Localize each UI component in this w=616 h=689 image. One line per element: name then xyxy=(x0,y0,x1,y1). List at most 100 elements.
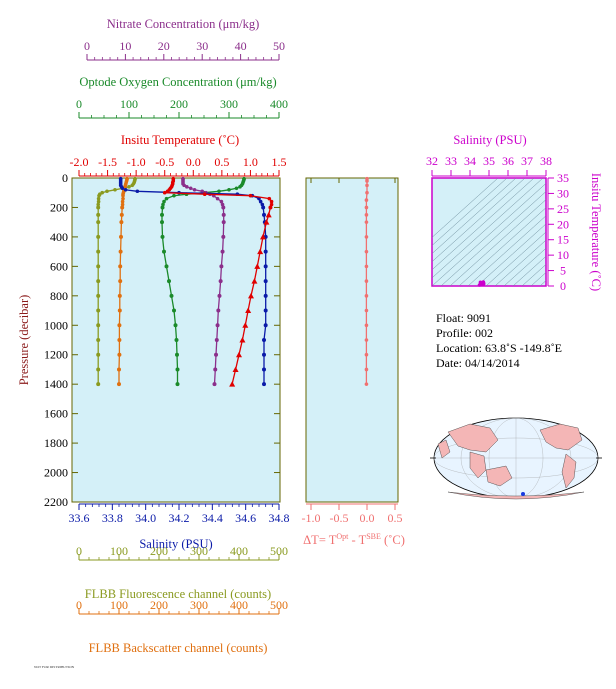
oxygen-point xyxy=(175,352,179,357)
temperature-point xyxy=(162,190,167,195)
oxygen-axis: 0 100 200 300 400 xyxy=(76,97,288,119)
salinity-point xyxy=(263,293,268,298)
ts-salinity-tick-label: 38 xyxy=(540,154,552,168)
fluorescence-point xyxy=(96,323,101,328)
oxygen-point xyxy=(238,185,242,189)
backscatter-point xyxy=(119,234,123,239)
nitrate-point xyxy=(216,308,221,313)
fluorescence-series xyxy=(96,176,137,387)
temperature-axis-label: Insitu Temperature (˚C) xyxy=(121,133,239,147)
date: Date: 04/14/2014 xyxy=(436,356,520,370)
profile-number: Profile: 002 xyxy=(436,326,493,340)
oxygen-point xyxy=(175,367,180,372)
oxygen-point xyxy=(169,293,174,298)
temperature-point xyxy=(239,337,246,343)
salinity-tick-label: 34.6 xyxy=(235,511,256,525)
temperature-tick-label: 0.5 xyxy=(214,155,229,169)
salinity-point xyxy=(258,199,263,204)
delta-t-tick-label: -1.0 xyxy=(302,511,321,525)
nitrate-axis: 0 10 20 30 40 50 xyxy=(84,39,285,61)
ts-salinity-tick-label: 34 xyxy=(464,154,476,168)
delta-t-point xyxy=(364,367,369,372)
pressure-tick-label: 400 xyxy=(50,230,68,244)
oxygen-point xyxy=(160,234,165,239)
pressure-tick-label: 800 xyxy=(50,289,68,303)
oxygen-point xyxy=(174,338,179,342)
delta-t-point xyxy=(364,205,369,210)
fluorescence-axis: 0 100 200 300 400 500 xyxy=(76,544,288,561)
nitrate-series xyxy=(181,176,226,387)
delta-t-point xyxy=(365,179,369,183)
temperature-point xyxy=(268,205,273,210)
oxygen-point xyxy=(234,186,239,191)
nitrate-point xyxy=(213,367,218,372)
temperature-point xyxy=(260,233,266,240)
fluorescence-point xyxy=(97,193,101,198)
nitrate-point xyxy=(192,187,197,192)
nitrate-point xyxy=(217,293,222,298)
oxygen-point xyxy=(175,382,180,387)
nitrate-tick-label: 20 xyxy=(158,39,170,53)
nitrate-tick-label: 30 xyxy=(196,39,208,53)
ts-salinity-axis-label: Salinity (PSU) xyxy=(453,133,526,147)
ts-temperature-tick-label: 35 xyxy=(557,171,569,185)
temperature-point xyxy=(236,351,242,358)
footer-note: NOT FOR DISTRIBUTION xyxy=(34,665,75,669)
pressure-tick-label: 600 xyxy=(50,259,68,273)
salinity-tick-label: 34.4 xyxy=(202,511,223,525)
delta-t-point xyxy=(364,338,369,342)
fluorescence-tick-label: 0 xyxy=(76,544,82,558)
nitrate-point xyxy=(221,212,226,217)
temperature-point xyxy=(251,278,258,284)
temperature-axis: -2.0 -1.5 -1.0 -0.5 0.0 0.5 1.0 1.5 xyxy=(70,155,287,177)
oxygen-point xyxy=(172,193,176,198)
oxygen-point xyxy=(162,249,166,254)
oxygen-tick-label: 300 xyxy=(220,97,238,111)
salinity-tick-label: 34.0 xyxy=(135,511,156,525)
nitrate-point xyxy=(200,189,204,194)
backscatter-tick-label: 0 xyxy=(76,598,82,612)
salinity-axis-label: Salinity (PSU) xyxy=(139,537,212,551)
ts-contour xyxy=(503,247,546,286)
temperature-tick-label: 0.0 xyxy=(186,155,201,169)
salinity-point xyxy=(262,382,266,387)
fluorescence-point xyxy=(96,212,101,217)
fluorescence-tick-label: 200 xyxy=(150,544,168,558)
pressure-tick-label: 1800 xyxy=(44,436,68,450)
delta-t-point xyxy=(364,264,369,269)
backscatter-point xyxy=(117,293,122,298)
backscatter-point xyxy=(117,338,122,342)
fluorescence-point xyxy=(96,293,101,298)
delta-t-plot-area xyxy=(305,177,399,503)
delta-t-point xyxy=(364,352,369,357)
nitrate-point xyxy=(215,196,220,201)
backscatter-point xyxy=(117,382,121,387)
salinity-point xyxy=(262,352,266,357)
delta-t-point xyxy=(364,323,369,328)
profile-series xyxy=(96,176,274,387)
nitrate-point xyxy=(214,338,219,342)
fluorescence-tick-label: 100 xyxy=(110,544,128,558)
oxygen-point xyxy=(162,199,166,204)
fluorescence-axis-label: FLBB Fluorescence channel (counts) xyxy=(85,587,271,601)
temperature-point xyxy=(269,199,274,204)
pressure-tick-label: 2000 xyxy=(44,466,68,480)
delta-t-axis: -1.0 -0.5 0.0 0.5 xyxy=(302,178,403,525)
backscatter-axis: 0 100 200 300 400 500 xyxy=(76,598,288,615)
temperature-point xyxy=(267,196,272,201)
delta-t-series xyxy=(364,176,369,386)
ts-contour xyxy=(432,178,526,263)
salinity-point xyxy=(120,186,125,191)
temperature-point xyxy=(245,307,252,314)
temperature-point xyxy=(232,366,239,372)
backscatter-point xyxy=(118,279,123,284)
backscatter-tick-label: 200 xyxy=(150,598,168,612)
fluorescence-point xyxy=(96,279,101,284)
fluorescence-point xyxy=(96,220,101,225)
fluorescence-point xyxy=(96,234,101,239)
ts-contour xyxy=(432,178,508,246)
delta-t-tick-label: 0.5 xyxy=(388,511,403,525)
salinity-tick-label: 33.8 xyxy=(102,511,123,525)
